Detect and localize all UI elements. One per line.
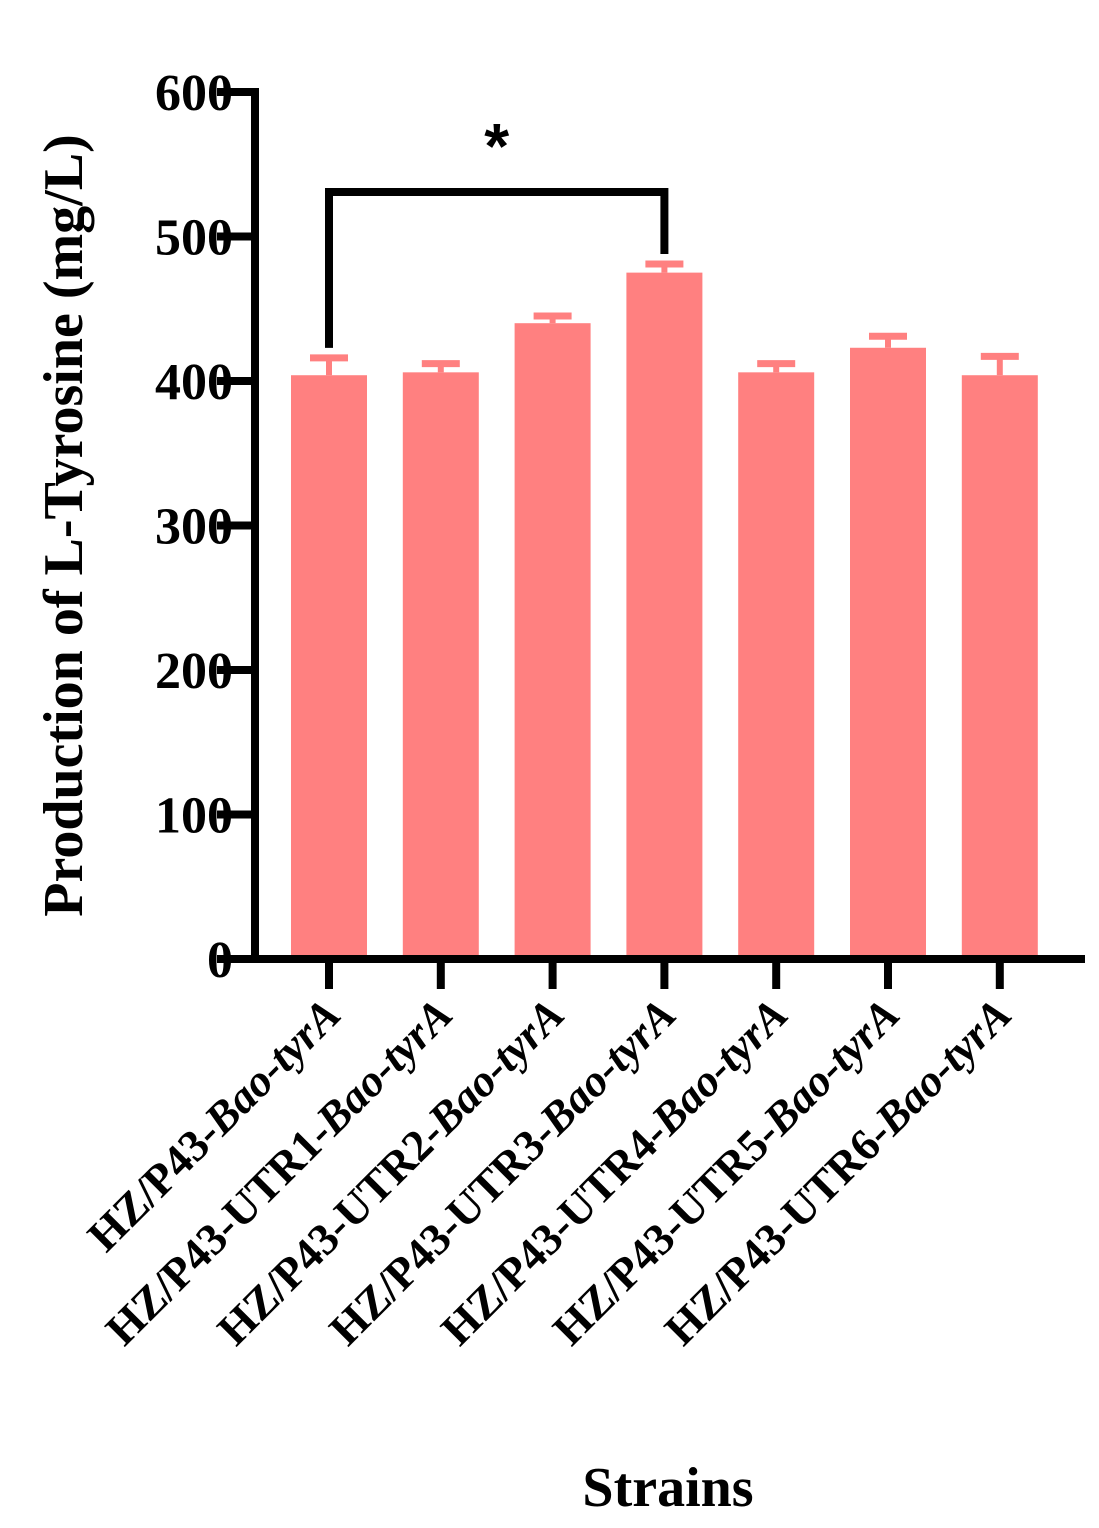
y-tick-label: 0 bbox=[207, 932, 233, 989]
x-axis-title: Strains bbox=[582, 1457, 753, 1519]
y-tick-label: 400 bbox=[155, 354, 233, 411]
bar bbox=[291, 375, 367, 960]
bars-layer bbox=[291, 272, 1038, 960]
y-tick-label: 500 bbox=[155, 210, 233, 267]
y-tick-label: 200 bbox=[155, 643, 233, 700]
significance-bracket-line bbox=[325, 188, 669, 348]
y-tick-label: 600 bbox=[155, 65, 233, 122]
error-bars-layer bbox=[310, 260, 1019, 376]
y-ticks-layer: 0 100 200 300 400 500 600 bbox=[155, 65, 255, 989]
bar bbox=[738, 372, 815, 960]
y-tick-label: 100 bbox=[155, 788, 233, 845]
bar bbox=[514, 323, 591, 959]
bar bbox=[850, 347, 926, 959]
bar bbox=[402, 372, 479, 960]
y-axis-title: Production of L-Tyrosine (mg/L) bbox=[33, 134, 95, 916]
y-tick-label: 300 bbox=[155, 499, 233, 556]
x-ticks-layer: HZ/P43-Bao-tyrAHZ/P43-UTR1-Bao-tyrAHZ/P4… bbox=[78, 959, 1021, 1355]
significance-bracket: * bbox=[325, 110, 669, 348]
bar bbox=[961, 375, 1038, 960]
bar bbox=[626, 272, 703, 959]
significance-marker: * bbox=[484, 110, 509, 182]
